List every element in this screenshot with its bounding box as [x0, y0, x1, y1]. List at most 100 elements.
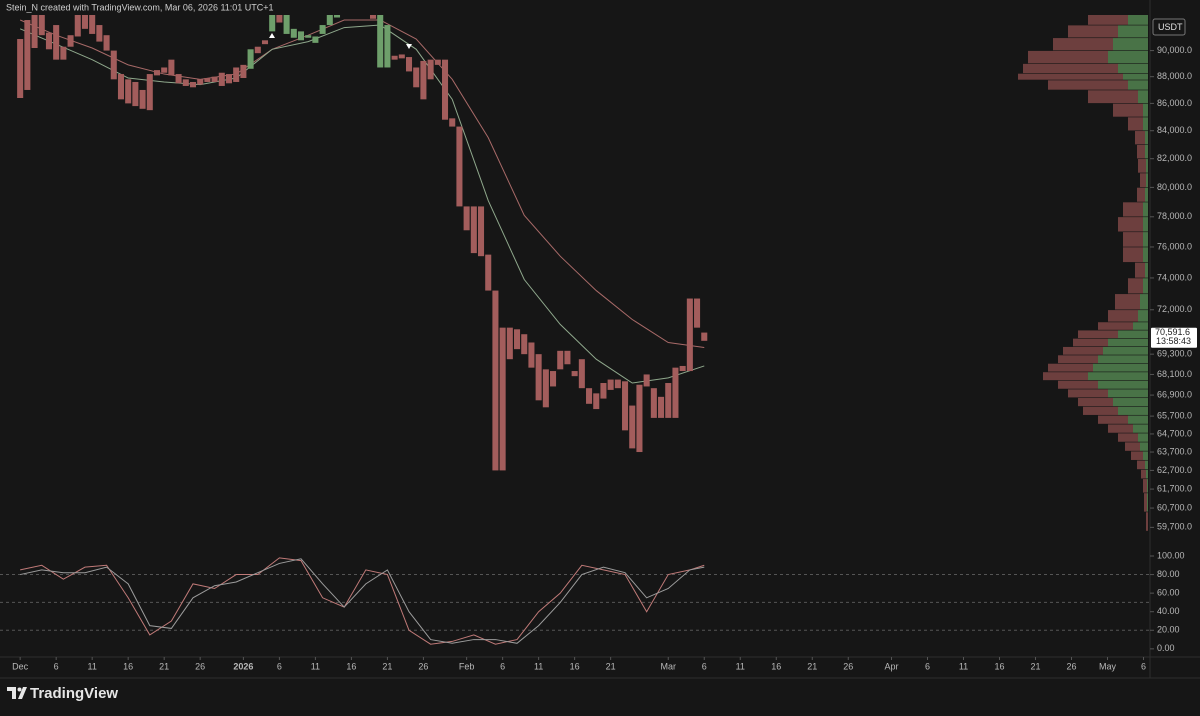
x-tick-label: 16 — [346, 661, 356, 671]
candle-body — [67, 35, 74, 47]
volume-down — [1023, 63, 1118, 74]
candle-body — [463, 206, 470, 231]
currency-badge: USDT — [1152, 18, 1186, 36]
y-tick-label: 80,000.0 — [1157, 182, 1192, 192]
logo-icon — [17, 687, 22, 692]
candle-body — [319, 25, 326, 34]
volume-up — [1133, 424, 1148, 433]
candle-body — [125, 79, 132, 104]
volume-down — [1128, 278, 1143, 294]
y-tick-label: 68,100.0 — [1157, 369, 1192, 379]
volume-up — [1123, 73, 1148, 80]
y-tick-label: 69,300.0 — [1157, 349, 1192, 359]
volume-down — [1123, 247, 1143, 263]
volume-down — [1108, 310, 1138, 322]
x-tick-label: 11 — [959, 661, 968, 671]
oscillator-line — [20, 557, 705, 645]
volume-down — [1098, 415, 1128, 424]
x-tick-label: 11 — [88, 661, 97, 671]
volume-down — [1063, 346, 1103, 355]
candle-body — [578, 359, 585, 389]
volume-down — [1135, 131, 1145, 145]
y-tick-label: 88,000.0 — [1157, 71, 1192, 81]
y-tick-label: 61,700.0 — [1157, 483, 1192, 493]
y-tick-label: 62,700.0 — [1157, 465, 1192, 475]
x-tick-label: 6 — [54, 661, 59, 671]
volume-down — [1088, 15, 1128, 25]
candle-body — [607, 379, 614, 390]
volume-up — [1143, 103, 1148, 117]
volume-down — [1053, 38, 1113, 51]
candle-body — [117, 74, 125, 100]
volume-up — [1108, 389, 1148, 398]
volume-down — [1118, 217, 1143, 232]
candle-body — [89, 15, 96, 34]
volume-up — [1138, 310, 1148, 322]
y-tick-label: 60.00 — [1157, 588, 1180, 598]
volume-down — [1048, 80, 1128, 90]
x-tick-label: 26 — [843, 661, 853, 671]
candle-body — [269, 15, 276, 32]
y-tick-label: 76,000.0 — [1157, 241, 1192, 251]
y-tick-label: 66,900.0 — [1157, 389, 1192, 399]
x-tick-label: 26 — [1067, 661, 1077, 671]
volume-down — [1078, 330, 1118, 339]
volume-down — [1137, 187, 1145, 202]
x-tick-label: 11 — [311, 661, 320, 671]
x-tick-label: 6 — [277, 661, 282, 671]
signal-down — [406, 44, 412, 49]
x-tick-label: 21 — [807, 661, 817, 671]
volume-up — [1143, 202, 1148, 217]
volume-down — [1083, 406, 1118, 415]
volume-up — [1143, 232, 1148, 247]
candle-body — [434, 59, 441, 65]
countdown: 13:58:43 — [1156, 336, 1191, 346]
volume-up — [1143, 117, 1148, 131]
volume-up — [1143, 278, 1148, 294]
candle-body — [261, 40, 269, 45]
y-tick-label: 59,700.0 — [1157, 522, 1192, 532]
volume-up — [1138, 90, 1148, 104]
volume-up — [1108, 338, 1148, 347]
candle-body — [413, 67, 420, 88]
volume-down — [1068, 25, 1118, 38]
candle-body — [485, 254, 492, 291]
y-tick-label: 60,700.0 — [1157, 502, 1192, 512]
candle-body — [384, 25, 391, 68]
candle-body — [110, 50, 117, 80]
candle-body — [629, 405, 636, 449]
volume-up — [1140, 294, 1148, 310]
candle-body — [132, 81, 139, 107]
volume-up — [1098, 380, 1148, 389]
x-tick-label: Mar — [661, 661, 677, 671]
volume-down — [1138, 159, 1146, 173]
currency: USDT — [1158, 22, 1183, 32]
volume-up — [1093, 363, 1148, 372]
candle-body — [593, 393, 600, 410]
volume-down — [1115, 294, 1140, 310]
volume-up — [1113, 398, 1148, 407]
candle-body — [182, 79, 189, 86]
y-tick-label: 72,000.0 — [1157, 304, 1192, 314]
candle-body — [405, 57, 413, 72]
volume-down — [1131, 451, 1143, 460]
candle-body — [550, 371, 557, 387]
candle-body — [514, 329, 521, 350]
volume-up — [1145, 460, 1148, 470]
candle-body — [499, 327, 506, 471]
candle-body — [622, 381, 629, 431]
oscillator-pane — [0, 557, 1150, 645]
candle-body — [74, 15, 81, 37]
y-tick-label: 0.00 — [1157, 643, 1175, 653]
volume-up — [1146, 159, 1148, 173]
candle-body — [658, 396, 665, 418]
volume-up — [1143, 247, 1148, 263]
volume-down — [1118, 433, 1138, 442]
volume-down — [1078, 398, 1113, 407]
candle-body — [53, 25, 60, 60]
volume-up — [1118, 330, 1148, 339]
volume-down — [1113, 103, 1143, 117]
volume-down — [1058, 380, 1098, 389]
candle-body — [528, 342, 535, 368]
